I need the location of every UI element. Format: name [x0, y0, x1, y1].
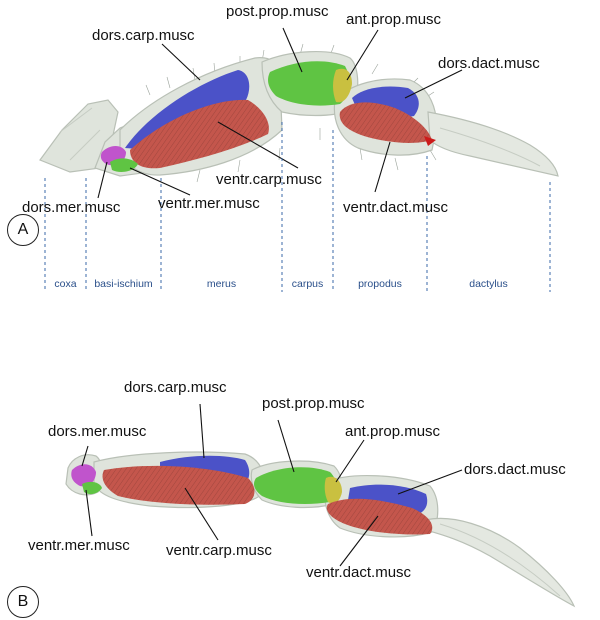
label-dors-carp-musc-b: dors.carp.musc: [124, 379, 227, 396]
label-ventr-dact-musc-a: ventr.dact.musc: [343, 199, 449, 216]
panel-a-illustration: [39, 27, 559, 292]
label-ventr-carp-musc-b: ventr.carp.musc: [166, 542, 272, 559]
label-post-prop-musc-a: post.prop.musc: [226, 3, 329, 20]
segment-dividers: [44, 122, 551, 292]
segment-label-merus: merus: [206, 278, 237, 290]
label-dors-dact-musc-a: dors.dact.musc: [438, 55, 540, 72]
label-ant-prop-musc-b: ant.prop.musc: [345, 423, 441, 440]
label-dors-carp-musc-a: dors.carp.musc: [92, 27, 195, 44]
label-ventr-mer-musc-a: ventr.mer.musc: [158, 195, 260, 212]
label-ventr-dact-musc-b: ventr.dact.musc: [306, 564, 412, 581]
panel-b-pointer-lines: [81, 403, 463, 567]
panel-b-illustration: [65, 403, 576, 608]
panel-label-b: B: [7, 586, 39, 618]
segment-label-dactylus: dactylus: [469, 278, 508, 290]
label-dors-dact-musc-b: dors.dact.musc: [464, 461, 566, 478]
segment-label-coxa: coxa: [54, 278, 77, 290]
label-ventr-carp-musc-a: ventr.carp.musc: [216, 171, 322, 188]
label-post-prop-musc-b: post.prop.musc: [262, 395, 365, 412]
panel-label-a: A: [7, 214, 39, 246]
label-dors-mer-musc-b: dors.mer.musc: [48, 423, 147, 440]
segment-label-carpus: carpus: [291, 278, 324, 290]
label-ant-prop-musc-a: ant.prop.musc: [346, 11, 442, 28]
label-dors-mer-musc-a: dors.mer.musc: [22, 199, 121, 216]
panel-a-pointer-lines: [97, 27, 463, 199]
segment-label-basi-ischium: basi-ischium: [94, 278, 153, 290]
segment-label-propodus: propodus: [358, 278, 402, 290]
label-ventr-mer-musc-b: ventr.mer.musc: [28, 537, 130, 554]
